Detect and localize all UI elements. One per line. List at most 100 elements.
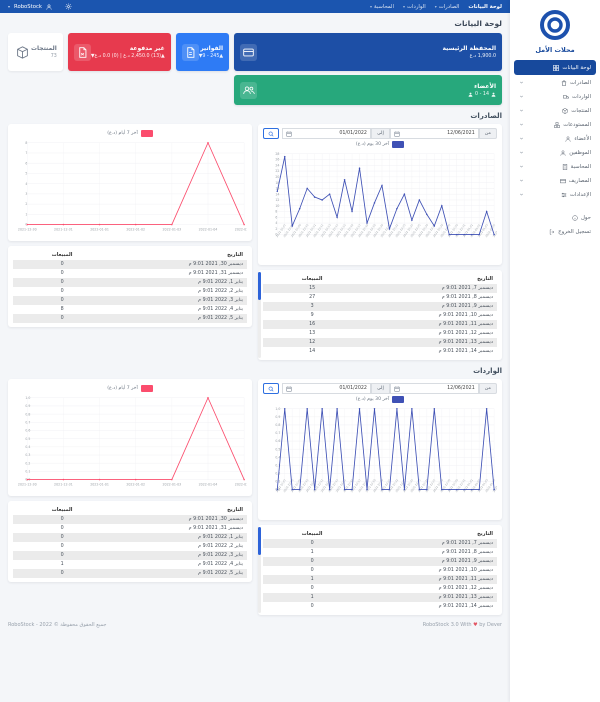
from-date-input[interactable]: 12/06/2021 (389, 383, 479, 395)
invoices-card: الفواتير ▲245 - 9▼ (175, 33, 230, 71)
chevron-down-icon (520, 151, 523, 154)
credit-card-icon (559, 178, 566, 183)
search-icon (268, 386, 274, 392)
exports-week-column: آخر 7 أيام (د.ع) 0 1 2 3 4 5 6 7 8 2021-12-30 2021… (8, 124, 252, 327)
table-row: ديسمبر 13, 2021 9:01 م 12 (263, 338, 497, 348)
sidebar-item-employees[interactable]: الموظفين (514, 146, 596, 159)
from-date-input[interactable]: 12/06/2021 (389, 128, 479, 139)
members-card: الأعضاء 14 - 0 (234, 75, 502, 105)
to-date-input[interactable]: 01/01/2022 (282, 383, 371, 395)
calendar-icon[interactable] (394, 386, 400, 392)
sidebar-item-logout[interactable]: تسجيل الخروج (514, 225, 596, 238)
main-wallet-card: المحفظة الرئيسية 1,900.0 د.ع (234, 33, 502, 71)
bag-icon (561, 79, 567, 86)
exports-month-table-panel: التاريخ المبيعات ديسمبر 7, 2021 9:01 م 15… (258, 270, 502, 361)
svg-text:0.1: 0.1 (25, 470, 30, 474)
calendar-icon[interactable] (286, 130, 292, 137)
sidebar-item-exports[interactable]: الصادرات (514, 76, 596, 89)
svg-text:2021-12-31: 2021-12-31 (54, 482, 73, 486)
sidebar-item-label: لوحة البيانات (562, 64, 591, 71)
to-date-input[interactable]: 01/01/2022 (282, 128, 371, 139)
svg-text:0.6: 0.6 (275, 439, 280, 443)
calendar-icon[interactable] (286, 386, 292, 392)
column-header-sales: المبيعات (301, 276, 323, 283)
chevron-down-icon (520, 179, 523, 182)
svg-text:0.9: 0.9 (25, 404, 30, 408)
column-header-date: التاريخ (227, 251, 243, 258)
svg-text:1.0: 1.0 (275, 407, 280, 411)
date-range-filter: من 12/06/2021 إلى 01/01/2022 (263, 128, 497, 139)
top-link-accounting[interactable]: المحاسبة ▾ (370, 4, 394, 10)
svg-text:4: 4 (275, 221, 277, 225)
legend-swatch (392, 396, 405, 404)
sidebar-item-expenses[interactable]: المصاريف (514, 174, 596, 187)
top-link-label: المحاسبة (373, 3, 395, 10)
top-link-imports[interactable]: الواردات ▾ (403, 4, 426, 10)
sidebar-item-settings[interactable]: الإعدادات (514, 188, 596, 201)
table-row: ديسمبر 12, 2021 9:01 م 13 (309, 331, 493, 337)
svg-text:0.4: 0.4 (275, 456, 280, 460)
legend-label: آخر 30 يوم (د.ع) (355, 397, 390, 403)
svg-text:0.8: 0.8 (275, 423, 280, 427)
svg-text:0.9: 0.9 (275, 415, 280, 419)
date-range-filter: من 12/06/2021 إلى 01/01/2022 (263, 383, 497, 395)
section-title: الواردات (473, 367, 502, 376)
card-value: ▲(13) 2,450.0 د.ع | (0) 0.0 د.ع▼ (90, 54, 165, 59)
sidebar-item-warehouses[interactable]: المستودعات (514, 118, 596, 131)
calculator-icon (562, 163, 567, 170)
exports-section: الصادرات من 12/06/2021 إلى (8, 112, 502, 361)
sidebar-item-dashboard[interactable]: لوحة البيانات (514, 60, 596, 75)
employee-icon (560, 150, 566, 156)
chevron-down-icon (520, 123, 523, 126)
sidebar-item-about[interactable]: حول (514, 211, 596, 224)
legend-swatch (140, 130, 153, 137)
exports-week-chart-panel: آخر 7 أيام (د.ع) 0 1 2 3 4 5 6 7 8 2021-12-30 2021… (8, 124, 252, 241)
chart-legend: آخر 7 أيام (د.ع) (13, 130, 247, 137)
sidebar-item-products[interactable]: المنتجات (514, 104, 596, 117)
sidebar-item-accounting[interactable]: المحاسبة (514, 160, 596, 173)
svg-text:2022-01-02: 2022-01-02 (126, 227, 145, 231)
search-icon (268, 131, 274, 136)
table-scrollbar[interactable] (258, 527, 261, 614)
svg-text:0.6: 0.6 (25, 429, 30, 433)
card-value: ▲245 - 9▼ (198, 54, 224, 59)
sidebar-item-imports[interactable]: الواردات (514, 90, 596, 103)
top-link-dashboard[interactable]: لوحة البيانات (468, 4, 502, 10)
top-link-exports[interactable]: الصادرات ▾ (435, 4, 460, 10)
legend-swatch (140, 385, 153, 393)
card-title: المنتجات (31, 45, 57, 52)
svg-text:6: 6 (275, 215, 277, 219)
sidebar: محلات الأمل لوحة البيانات الصادرات الوار… (510, 0, 600, 702)
logout-icon (549, 229, 555, 234)
footer-version: RoboStock 3.0 With ♥ by Dever (422, 622, 502, 629)
sidebar-item-label: المنتجات (571, 107, 591, 114)
sidebar-item-members[interactable]: الأعضاء (514, 132, 596, 145)
imports-section: الواردات من 12/06/2021 إلى (8, 367, 502, 616)
svg-text:6: 6 (25, 161, 27, 165)
svg-text:2: 2 (25, 202, 27, 206)
imports-week-chart-panel: آخر 7 أيام (د.ع) 0.00.10.20.30.40.50.60.… (8, 379, 252, 497)
svg-text:2022-01-01: 2022-01-01 (90, 227, 109, 231)
search-button[interactable] (263, 128, 279, 139)
calendar-icon[interactable] (394, 130, 400, 137)
legend-swatch (392, 141, 405, 148)
imports-month-chart-panel: من 12/06/2021 إلى 01/01/2022 (258, 379, 502, 521)
caret-down-icon: ▾ (8, 4, 11, 9)
column-header-date: التاريخ (477, 531, 493, 538)
main-area: لوحة البيانات الصادرات ▾ الواردات ▾ المحاس… (0, 0, 510, 629)
gear-button[interactable] (65, 3, 72, 10)
svg-text:3: 3 (25, 192, 27, 196)
search-button[interactable] (263, 383, 279, 395)
caret-down-icon: ▾ (369, 4, 372, 9)
table-scrollbar[interactable] (258, 272, 261, 359)
imports-month-column: من 12/06/2021 إلى 01/01/2022 (258, 379, 502, 616)
svg-text:4: 4 (25, 182, 27, 186)
brand-dropdown[interactable]: RoboStock (14, 3, 42, 10)
from-date-value: 12/06/2021 (447, 131, 475, 136)
from-date-value: 12/06/2021 (447, 386, 475, 392)
person-icon (468, 92, 473, 97)
